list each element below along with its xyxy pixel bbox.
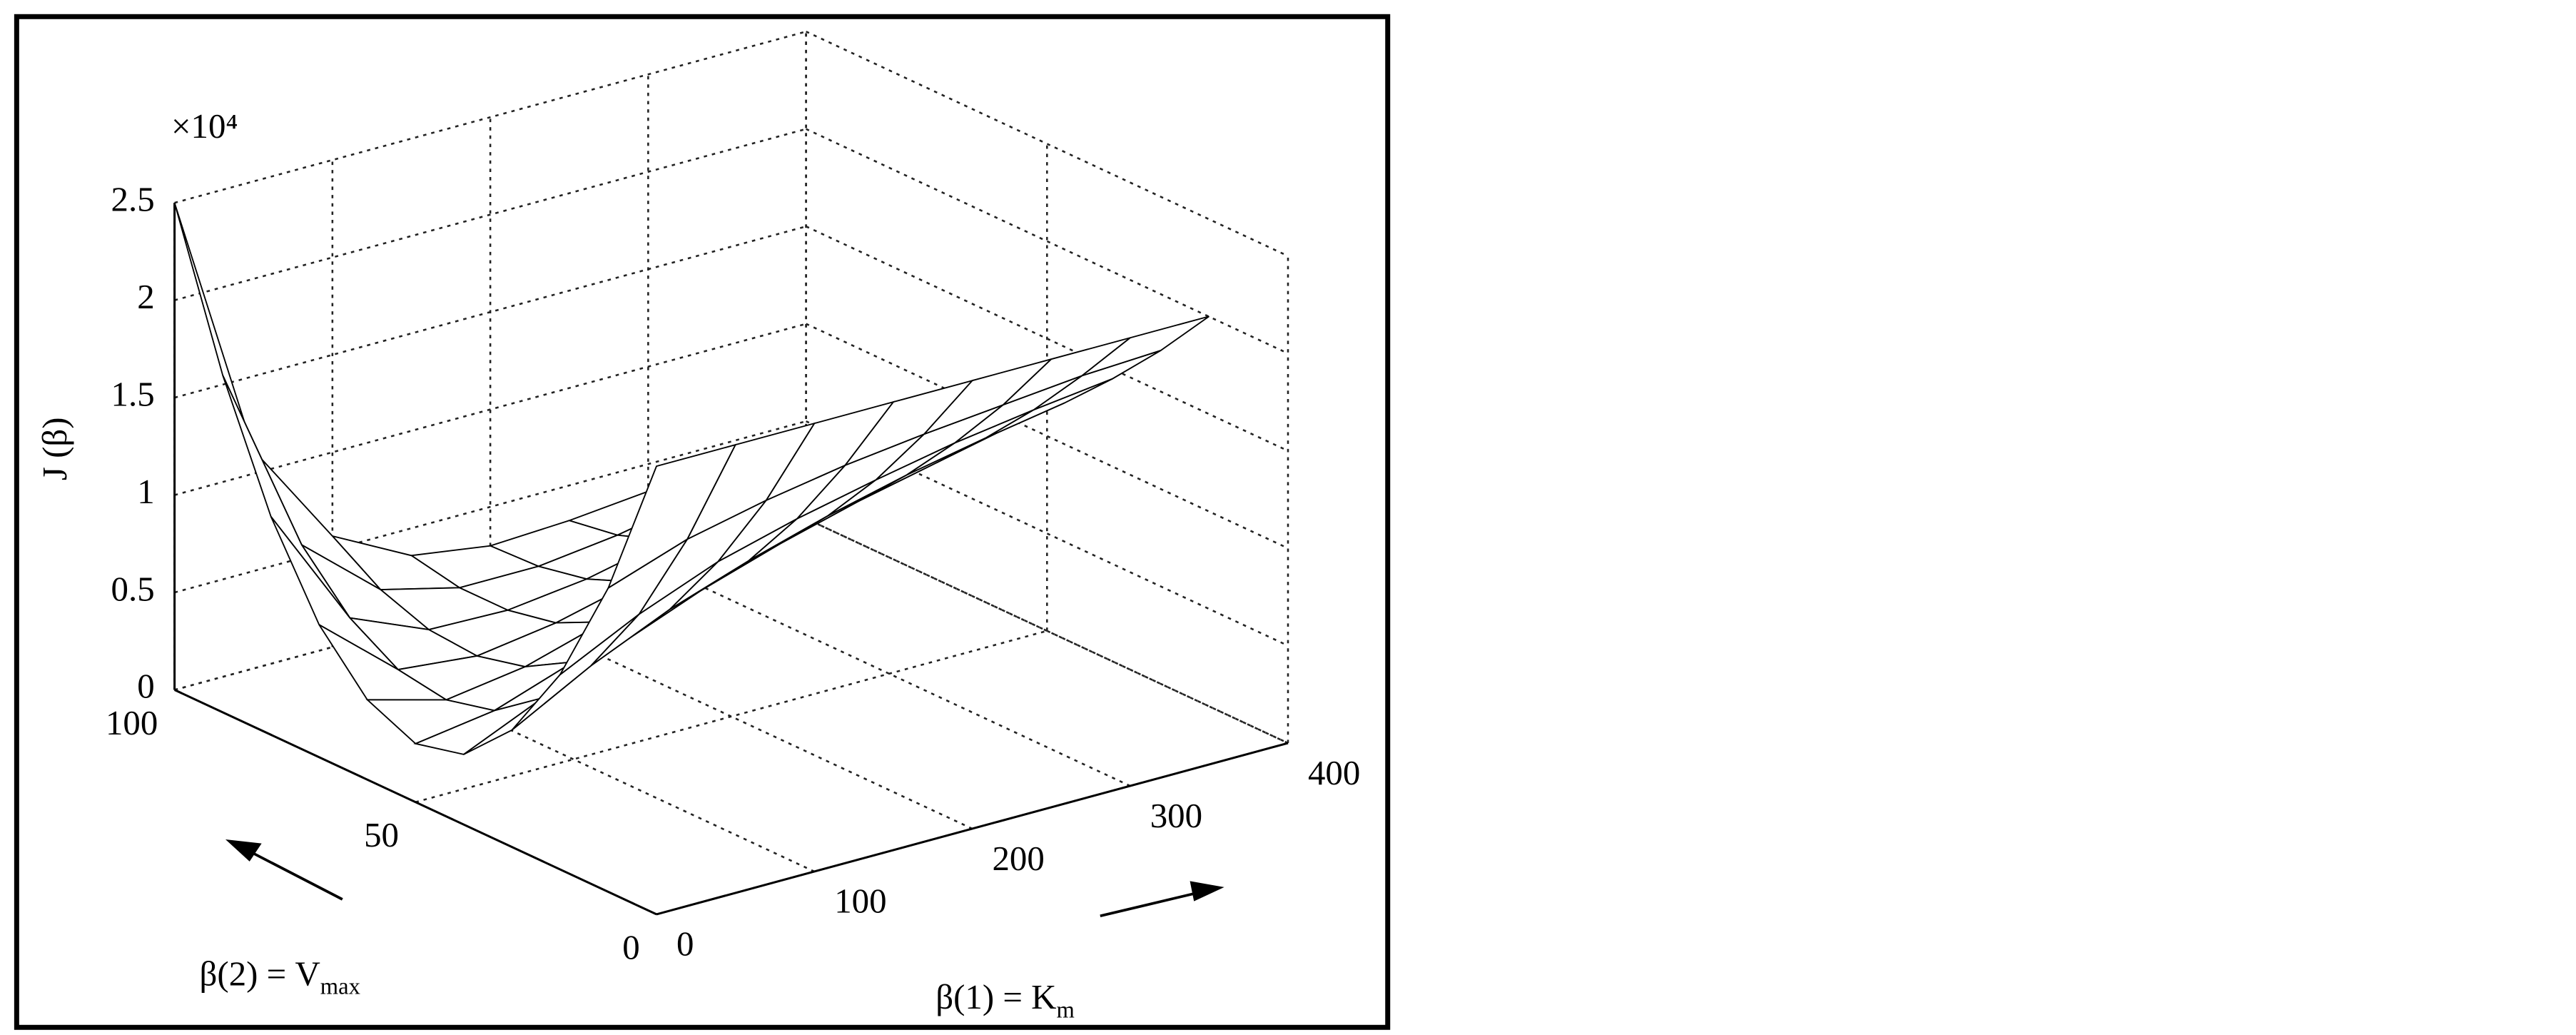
z-axis-label: J (β) [35, 417, 74, 480]
x-tick-label: 300 [1150, 796, 1202, 835]
z-tick-label: 1.5 [111, 374, 155, 413]
y-tick-label: 100 [106, 703, 158, 742]
grid-line [174, 31, 806, 204]
grid-line [174, 323, 806, 496]
grid-line [647, 560, 1131, 787]
grid-line [415, 630, 1048, 803]
z-tick-label: 0 [137, 667, 154, 706]
grid-line [806, 323, 1289, 550]
y-axis-label-sub: max [320, 974, 360, 1000]
x-axis-label-sub: m [1056, 998, 1074, 1024]
x-axis-label: β(1) = Km [935, 977, 1075, 1024]
y-tick-label: 0 [622, 927, 639, 966]
grid-line [174, 128, 806, 301]
x-tick-label: 400 [1308, 753, 1360, 792]
grid-line [806, 518, 1289, 744]
x-arrow-head [1190, 881, 1224, 902]
x-axis-label-main: β(1) = K [935, 977, 1056, 1016]
x-tick-label: 100 [834, 882, 886, 921]
y-axis-label: β(2) = Vmax [200, 954, 360, 1001]
surface-layer [173, 202, 1210, 755]
y-tick-label: 50 [364, 815, 399, 854]
grid-line [806, 128, 1289, 355]
grid-line [806, 420, 1289, 647]
z-tick-label: 0.5 [111, 569, 155, 608]
x-arrow [1100, 889, 1205, 918]
y-axis-line [173, 689, 657, 916]
grid-line [806, 226, 1289, 452]
x-axis-line [656, 742, 1289, 916]
z-tick-label: 2.5 [111, 179, 155, 218]
grid-line [174, 420, 806, 594]
z-multiplier: ×10⁴ [171, 106, 238, 146]
surface-patch [607, 443, 737, 590]
grid-line [806, 31, 1289, 257]
z-tick-label: 2 [137, 277, 154, 316]
y-arrow [242, 847, 343, 901]
y-axis-label-main: β(2) = V [200, 954, 320, 994]
x-tick-label: 200 [992, 839, 1044, 878]
x-tick-label: 0 [676, 924, 694, 964]
y-arrow-head [225, 839, 262, 862]
direction-arrows [225, 839, 1224, 918]
figure-frame [14, 14, 1391, 1030]
grid-line [806, 518, 1289, 744]
grid-line [174, 225, 806, 399]
z-tick-label: 1 [137, 472, 154, 511]
